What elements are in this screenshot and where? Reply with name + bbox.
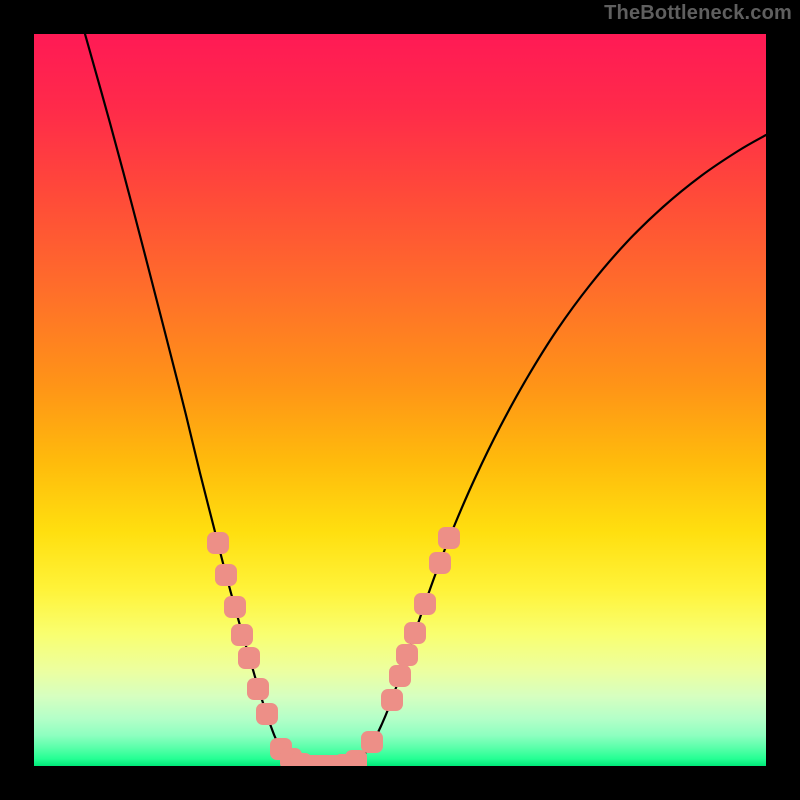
data-marker: [345, 750, 367, 772]
data-marker: [396, 644, 418, 666]
data-marker: [361, 731, 383, 753]
data-marker: [389, 665, 411, 687]
data-marker: [231, 624, 253, 646]
data-marker: [429, 552, 451, 574]
data-marker: [224, 596, 246, 618]
data-marker: [256, 703, 278, 725]
watermark-text: TheBottleneck.com: [604, 2, 792, 25]
data-marker: [207, 532, 229, 554]
data-marker: [215, 564, 237, 586]
data-marker: [404, 622, 426, 644]
bottleneck-chart: [0, 0, 800, 800]
data-marker: [414, 593, 436, 615]
data-marker: [381, 689, 403, 711]
data-marker: [438, 527, 460, 549]
chart-frame: TheBottleneck.com: [0, 0, 800, 800]
data-marker: [247, 678, 269, 700]
data-marker: [238, 647, 260, 669]
